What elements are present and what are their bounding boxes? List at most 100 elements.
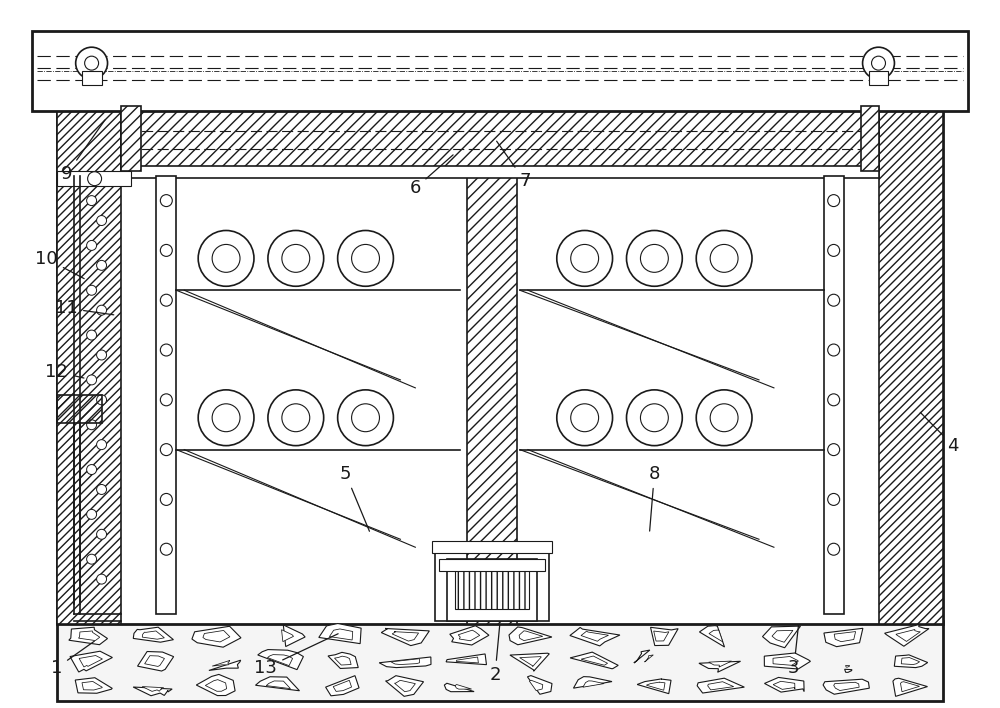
Text: 1: 1 xyxy=(51,641,94,677)
Circle shape xyxy=(640,244,668,273)
Polygon shape xyxy=(212,661,230,666)
Polygon shape xyxy=(699,661,741,672)
Circle shape xyxy=(828,244,840,256)
Circle shape xyxy=(828,493,840,506)
Bar xyxy=(57,171,131,185)
Bar xyxy=(57,395,102,423)
Polygon shape xyxy=(583,681,604,687)
Circle shape xyxy=(710,244,738,273)
Bar xyxy=(121,166,879,178)
Polygon shape xyxy=(570,627,620,646)
Circle shape xyxy=(85,56,99,70)
Polygon shape xyxy=(651,627,678,646)
Circle shape xyxy=(710,404,738,432)
Circle shape xyxy=(352,404,379,432)
Bar xyxy=(824,176,844,614)
Circle shape xyxy=(160,543,172,555)
Polygon shape xyxy=(395,680,415,692)
Polygon shape xyxy=(391,658,419,665)
Circle shape xyxy=(282,404,310,432)
Circle shape xyxy=(828,195,840,207)
Bar xyxy=(869,71,888,85)
Polygon shape xyxy=(75,678,112,693)
Polygon shape xyxy=(573,677,612,688)
Polygon shape xyxy=(901,658,920,665)
Circle shape xyxy=(87,241,97,251)
Text: 9: 9 xyxy=(61,120,105,183)
Circle shape xyxy=(160,394,172,406)
Polygon shape xyxy=(133,687,172,696)
Circle shape xyxy=(97,530,107,539)
Circle shape xyxy=(97,261,107,270)
Polygon shape xyxy=(845,669,852,673)
Circle shape xyxy=(87,420,97,430)
Circle shape xyxy=(160,244,172,256)
Polygon shape xyxy=(846,666,850,667)
Polygon shape xyxy=(510,653,549,671)
Circle shape xyxy=(97,350,107,360)
Polygon shape xyxy=(142,687,164,692)
Polygon shape xyxy=(450,626,489,645)
Polygon shape xyxy=(319,624,361,644)
Polygon shape xyxy=(386,675,424,697)
Circle shape xyxy=(97,440,107,450)
Polygon shape xyxy=(205,680,227,691)
Circle shape xyxy=(160,344,172,356)
Text: 8: 8 xyxy=(649,465,660,531)
Text: 6: 6 xyxy=(410,155,453,198)
Polygon shape xyxy=(282,629,294,641)
Polygon shape xyxy=(646,682,665,690)
Circle shape xyxy=(212,244,240,273)
Text: 5: 5 xyxy=(340,465,369,531)
Circle shape xyxy=(640,404,668,432)
Polygon shape xyxy=(637,679,671,694)
Circle shape xyxy=(571,244,599,273)
Circle shape xyxy=(97,484,107,494)
Bar xyxy=(467,176,517,624)
Polygon shape xyxy=(70,651,112,672)
Circle shape xyxy=(160,444,172,456)
Circle shape xyxy=(282,244,310,273)
Bar xyxy=(121,106,141,171)
Circle shape xyxy=(557,231,613,286)
Polygon shape xyxy=(824,628,863,646)
Bar xyxy=(435,549,549,621)
Polygon shape xyxy=(520,656,541,666)
Polygon shape xyxy=(772,630,793,642)
Circle shape xyxy=(338,231,393,286)
Polygon shape xyxy=(699,626,725,647)
Circle shape xyxy=(87,554,97,564)
Polygon shape xyxy=(267,655,293,666)
Circle shape xyxy=(97,305,107,315)
Polygon shape xyxy=(78,631,100,641)
Polygon shape xyxy=(192,627,241,647)
Text: 10: 10 xyxy=(35,250,84,279)
Polygon shape xyxy=(379,657,431,668)
Polygon shape xyxy=(773,656,798,666)
Text: 7: 7 xyxy=(497,141,531,190)
Polygon shape xyxy=(145,656,164,666)
Bar xyxy=(32,31,968,111)
Circle shape xyxy=(828,444,840,456)
Bar xyxy=(57,101,121,624)
Text: 12: 12 xyxy=(45,362,84,381)
Polygon shape xyxy=(823,679,869,695)
Polygon shape xyxy=(901,682,920,692)
Polygon shape xyxy=(446,654,486,665)
Polygon shape xyxy=(896,629,920,641)
Polygon shape xyxy=(69,627,108,645)
Circle shape xyxy=(828,543,840,555)
Polygon shape xyxy=(266,681,290,689)
Polygon shape xyxy=(764,678,804,692)
Circle shape xyxy=(338,390,393,445)
Bar xyxy=(861,106,879,171)
Polygon shape xyxy=(697,678,744,693)
Circle shape xyxy=(268,390,324,445)
Circle shape xyxy=(160,493,172,506)
Polygon shape xyxy=(529,680,543,690)
Circle shape xyxy=(828,295,840,306)
Circle shape xyxy=(696,231,752,286)
Text: 13: 13 xyxy=(254,634,338,677)
Bar xyxy=(156,176,176,614)
Circle shape xyxy=(352,244,379,273)
